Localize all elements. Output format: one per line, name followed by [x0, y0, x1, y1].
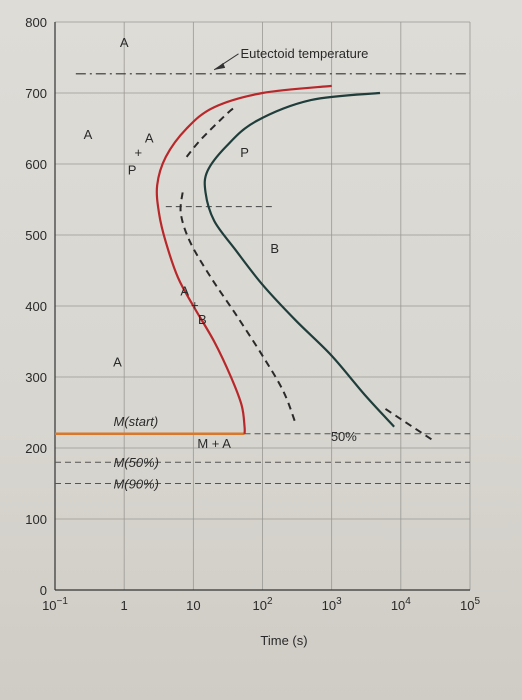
- region-label: P: [240, 145, 249, 160]
- tick-labels: 0 100 200 300 400 500 600 700 800 10−1 1 10 102 103 10…: [25, 15, 480, 613]
- region-label: A: [145, 131, 154, 146]
- x-axis-label: Time (s): [260, 633, 307, 648]
- region-label: B: [198, 312, 207, 327]
- y-tick-label: 300: [25, 370, 47, 385]
- transformation-finish-curve: [203, 91, 395, 428]
- y-tick-label: 400: [25, 299, 47, 314]
- y-tick-label: 500: [25, 228, 47, 243]
- region-label: B: [270, 241, 279, 256]
- x-tick-label: 102: [252, 596, 272, 613]
- horizontal-lines: [55, 73, 470, 484]
- x-tick-label: 10−1: [42, 596, 68, 613]
- series-group: [155, 84, 435, 442]
- region-label: A: [84, 127, 93, 142]
- axis-labels: Time (s): [260, 633, 307, 648]
- fifty-percent-curve-upper: [185, 106, 236, 158]
- x-tick-label: 105: [460, 596, 480, 613]
- eutectoid-label: Eutectoid temperature: [241, 46, 369, 61]
- region-label: P: [128, 163, 137, 178]
- y-tick-label: 200: [25, 441, 47, 456]
- y-tick-label: 0: [40, 583, 47, 598]
- transformation-start-curve: [155, 84, 332, 434]
- region-label: +: [134, 145, 142, 160]
- m90-label: M(90%): [113, 477, 159, 492]
- region-label: M + A: [197, 436, 231, 451]
- fifty-percent-curve-lower: [179, 192, 297, 424]
- axes: [54, 22, 470, 591]
- region-label: 50%: [331, 429, 357, 444]
- m50-label: M(50%): [113, 455, 159, 470]
- m-start-label: M(start): [113, 414, 158, 429]
- region-label: A: [180, 283, 189, 298]
- x-tick-label: 104: [391, 596, 411, 613]
- region-label: A: [120, 35, 129, 50]
- fifty-percent-curve-right: [384, 408, 435, 442]
- y-tick-label: 600: [25, 157, 47, 172]
- eutectoid-arrowhead: [214, 62, 226, 70]
- x-tick-label: 103: [322, 596, 342, 613]
- x-tick-label: 10: [186, 598, 200, 613]
- y-tick-label: 800: [25, 15, 47, 30]
- y-tick-label: 700: [25, 86, 47, 101]
- region-label: A: [113, 354, 122, 369]
- y-tick-label: 100: [25, 512, 47, 527]
- region-label: +: [191, 298, 199, 313]
- x-tick-label: 1: [121, 598, 128, 613]
- annotations: Eutectoid temperature M(start) M(50%) M(90%…: [84, 35, 369, 492]
- grid: [54, 21, 471, 591]
